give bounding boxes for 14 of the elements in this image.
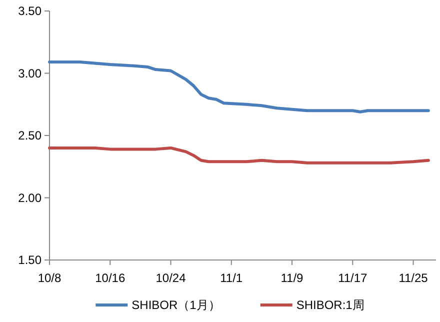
x-tick-label: 10/24 — [156, 271, 186, 285]
x-tick-label: 11/17 — [338, 271, 368, 285]
legend-label: SHIBOR（1月） — [132, 298, 220, 312]
y-tick-label: 1.50 — [18, 253, 42, 267]
legend-label: SHIBOR:1周 — [296, 298, 364, 312]
x-tick-label: 10/16 — [95, 271, 126, 285]
x-tick-label: 11/25 — [398, 271, 428, 285]
y-tick-label: 2.50 — [18, 128, 42, 142]
x-tick-label: 11/1 — [220, 271, 243, 285]
y-tick-label: 3.00 — [18, 66, 42, 80]
y-tick-label: 3.50 — [18, 4, 42, 18]
x-tick-label: 10/8 — [38, 271, 62, 285]
y-tick-label: 2.00 — [18, 190, 42, 205]
x-tick-label: 11/9 — [280, 271, 304, 285]
